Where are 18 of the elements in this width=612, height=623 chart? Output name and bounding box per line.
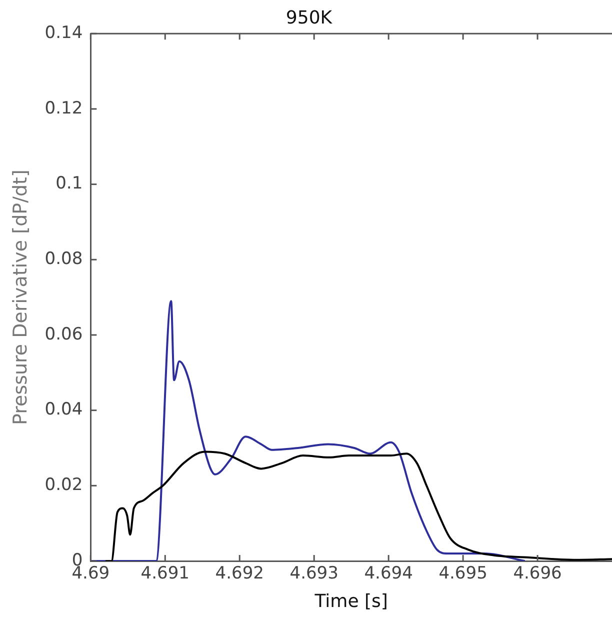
- x-tick-label: 4.691: [140, 564, 190, 584]
- x-tick-label: 4.696: [513, 564, 562, 584]
- y-tick-label: 0.06: [44, 324, 83, 344]
- x-axis-title: Time [s]: [314, 590, 388, 612]
- line-series: [90, 300, 526, 561]
- y-tick-label: 0.1: [56, 174, 83, 194]
- chart-title: 950K: [286, 7, 334, 28]
- y-tick-label: 0.04: [44, 400, 83, 420]
- y-tick-label: 0.02: [44, 475, 83, 496]
- x-tick-label: 4.692: [215, 564, 264, 584]
- y-tick-label: 0.14: [44, 23, 83, 44]
- y-tick-label: 0.12: [44, 98, 83, 118]
- x-tick-label: 4.695: [438, 564, 488, 584]
- line-series: [104, 450, 612, 561]
- y-tick-label: 0.08: [44, 249, 83, 270]
- y-axis-title: Pressure Derivative [dP/dt]: [9, 170, 32, 426]
- x-tick-label: 4.693: [290, 564, 338, 584]
- x-tick-label: 4.694: [364, 564, 413, 584]
